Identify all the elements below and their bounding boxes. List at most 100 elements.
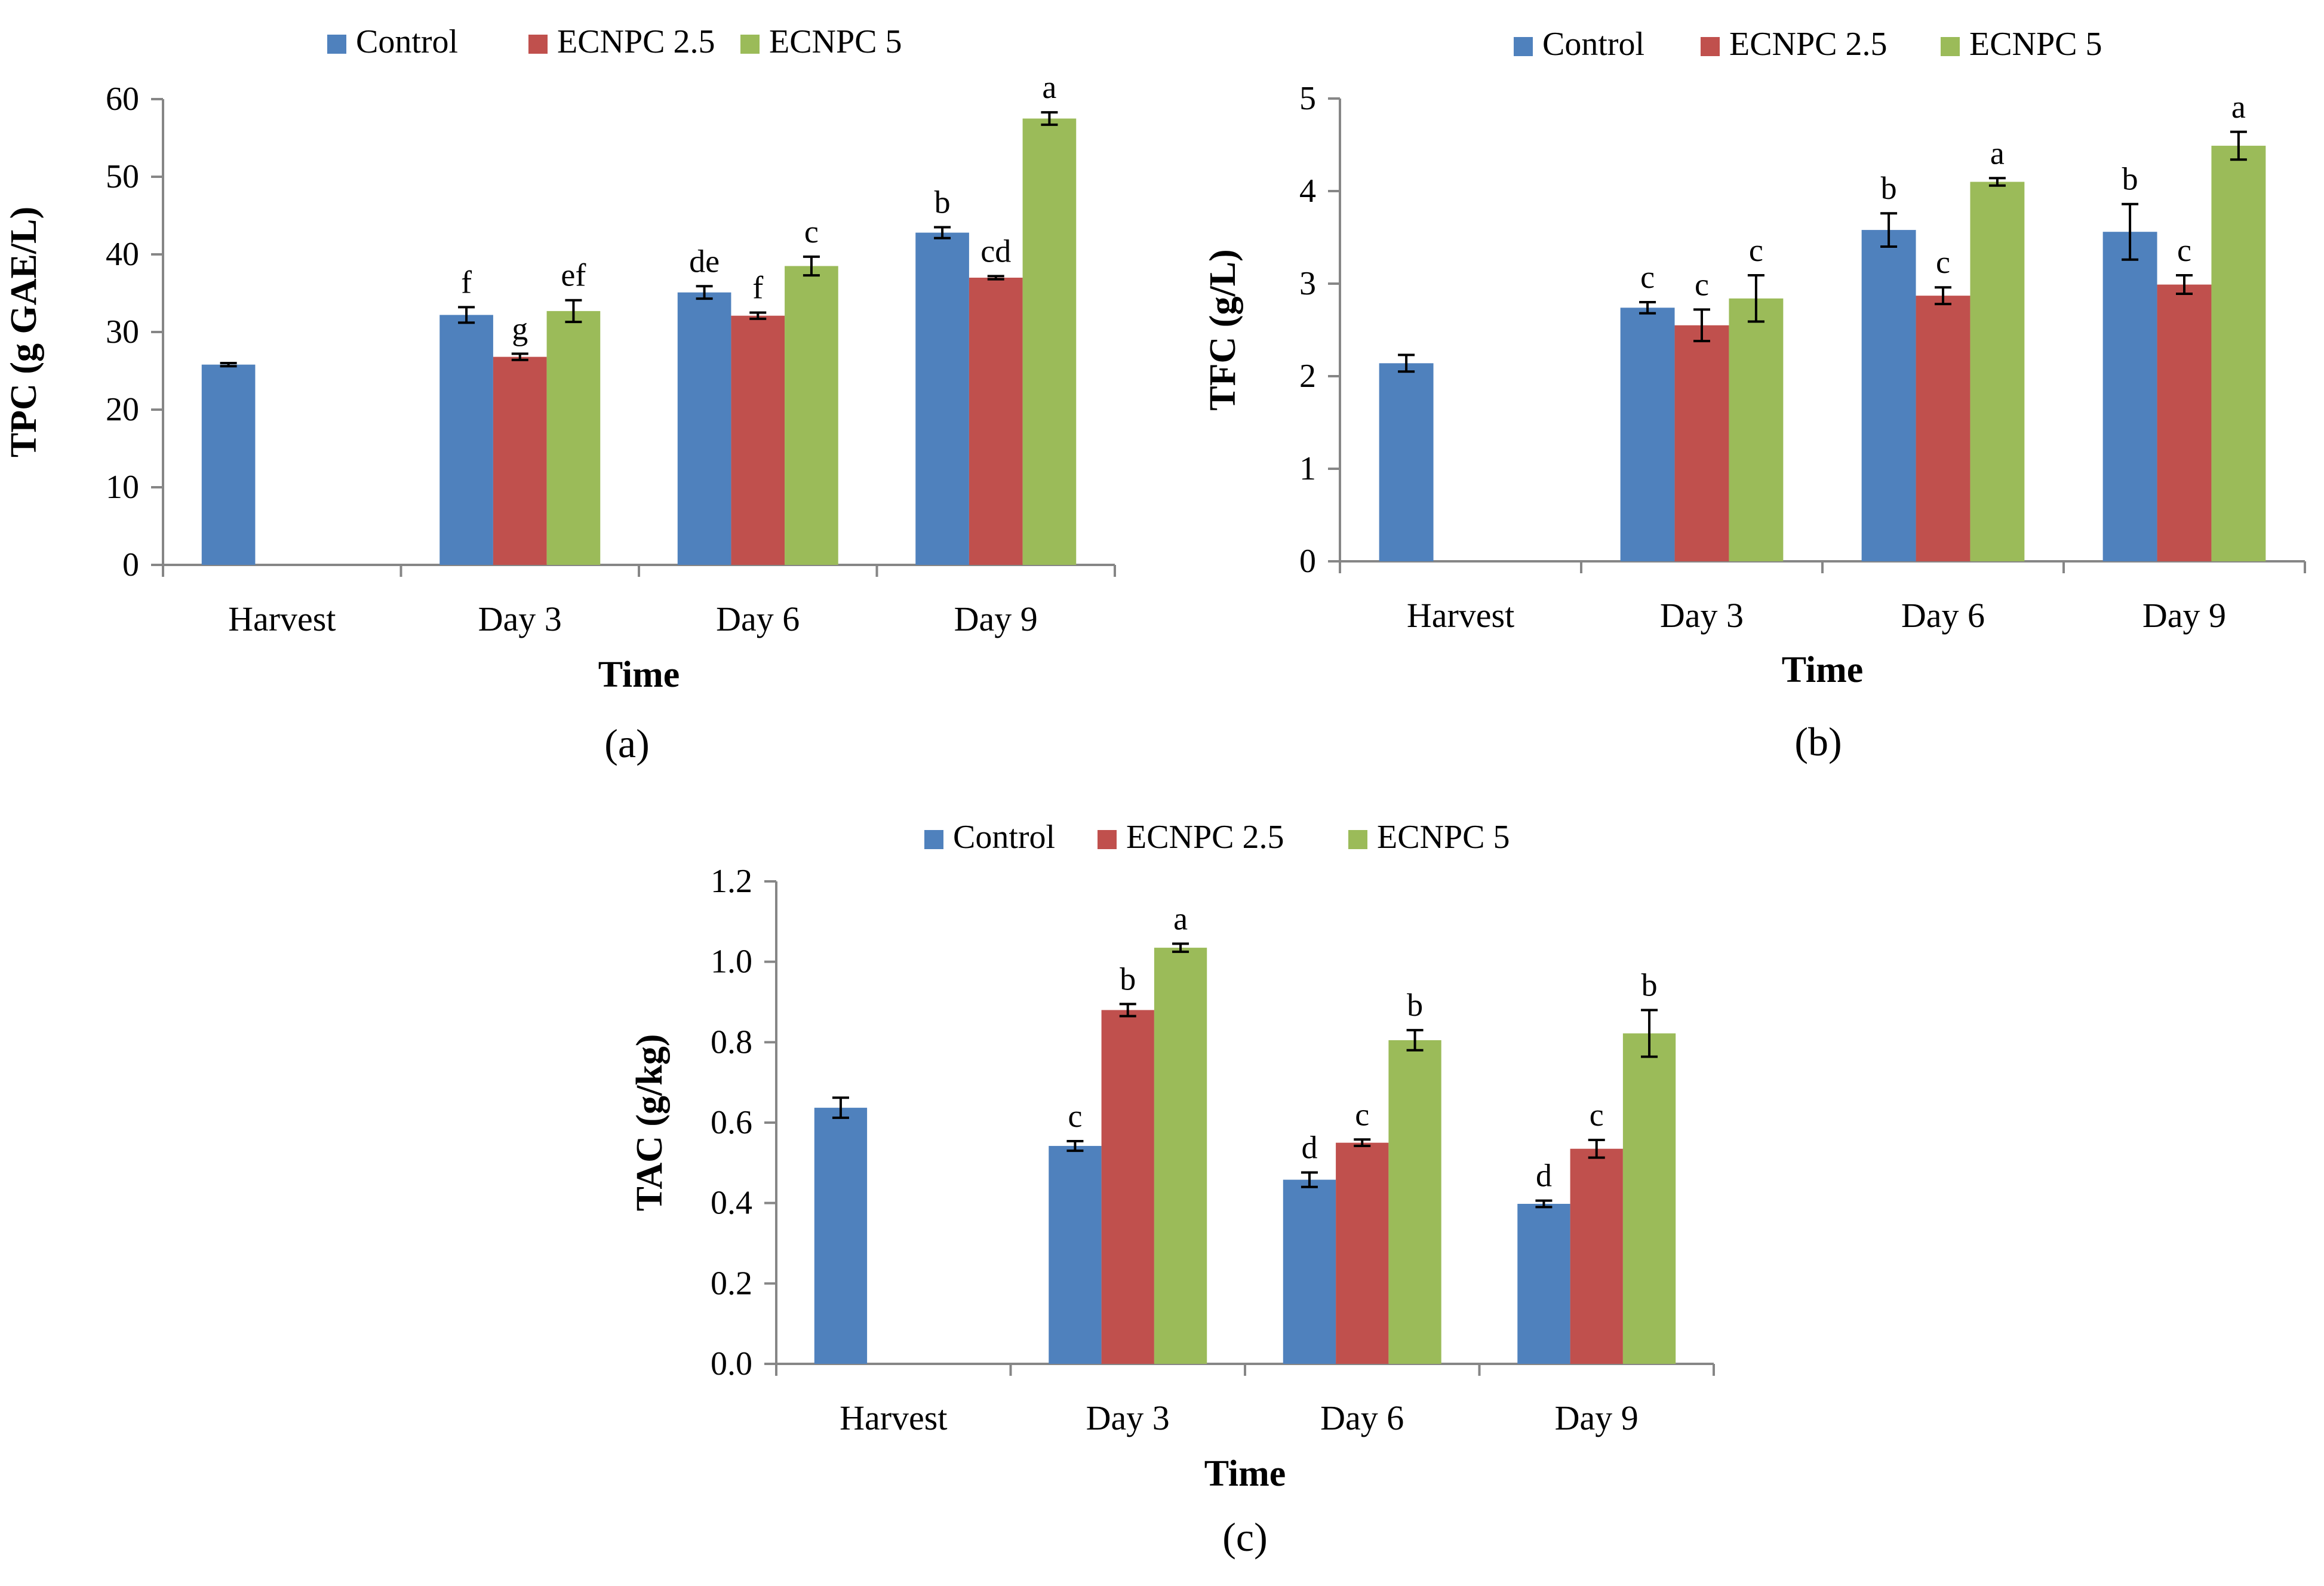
bar [1674, 325, 1729, 561]
legend-swatch [1348, 830, 1367, 849]
y-tick-label: 30 [106, 313, 139, 351]
significance-label: b [1407, 987, 1423, 1023]
bar [2211, 146, 2266, 562]
legend-label: ECNPC 5 [1377, 819, 1510, 856]
bar [2102, 232, 2157, 561]
y-tick-label: 2 [1299, 358, 1316, 395]
bar [785, 266, 838, 565]
x-tick-label: Day 3 [1086, 1398, 1170, 1437]
significance-label: d [1536, 1158, 1552, 1194]
x-tick-label: Day 9 [2142, 596, 2226, 635]
bar [915, 232, 969, 565]
significance-label: c [1068, 1098, 1082, 1134]
significance-label: cd [980, 233, 1011, 269]
legend-label: ECNPC 5 [769, 23, 902, 60]
bar [1570, 1148, 1623, 1364]
bar [1916, 296, 1971, 561]
x-tick-label: Day 9 [1555, 1398, 1639, 1437]
panel-label: (b) [1794, 719, 1842, 764]
bar [1101, 1010, 1154, 1364]
legend-label: Control [953, 819, 1055, 856]
significance-label: c [1936, 244, 1950, 280]
x-axis-title: Time [598, 654, 680, 695]
bar [1022, 118, 1077, 565]
bar [1049, 1146, 1102, 1364]
bar [1729, 298, 1784, 561]
y-tick-label: 0.2 [711, 1265, 752, 1302]
x-tick-label: Day 6 [1320, 1398, 1404, 1437]
bar [1379, 363, 1434, 561]
panel-label: (a) [604, 721, 649, 766]
y-tick-label: 10 [106, 469, 139, 506]
y-tick-label: 5 [1299, 80, 1316, 117]
bar [1336, 1142, 1389, 1364]
x-tick-label: Day 6 [1901, 596, 1985, 635]
significance-label: d [1301, 1129, 1317, 1165]
x-tick-label: Harvest [1407, 596, 1514, 635]
significance-label: g [512, 311, 528, 346]
y-tick-label: 0.6 [711, 1104, 752, 1141]
significance-label: a [2231, 89, 2246, 125]
legend-swatch [1098, 830, 1117, 849]
y-tick-label: 0.4 [711, 1185, 752, 1222]
significance-label: a [1042, 69, 1056, 105]
y-tick-label: 0 [122, 546, 139, 583]
y-tick-label: 1 [1299, 450, 1316, 487]
y-tick-label: 3 [1299, 265, 1316, 302]
bar [1620, 308, 1675, 561]
bar [731, 315, 785, 565]
legend-swatch [1701, 37, 1720, 56]
x-tick-label: Day 9 [954, 600, 1038, 638]
bar [1283, 1179, 1336, 1364]
y-tick-label: 50 [106, 158, 139, 195]
y-tick-label: 0.8 [711, 1023, 752, 1061]
y-axis-title: TAC (g/kg) [629, 1034, 670, 1212]
legend-label: Control [356, 23, 458, 60]
legend-label: ECNPC 2.5 [1126, 819, 1284, 856]
significance-label: c [2177, 232, 2191, 268]
legend-swatch [740, 35, 760, 54]
legend-label: ECNPC 2.5 [1729, 26, 1888, 63]
bar [493, 356, 547, 565]
x-tick-label: Harvest [840, 1398, 947, 1437]
significance-label: f [752, 270, 763, 306]
x-axis-title: Time [1204, 1453, 1286, 1494]
bar [1154, 948, 1207, 1364]
significance-label: b [1120, 961, 1136, 997]
significance-label: a [1990, 135, 2005, 171]
significance-label: de [689, 243, 720, 279]
bar [1970, 182, 2025, 561]
y-axis-title: TPC (g GAE/L) [4, 207, 44, 457]
significance-label: b [1641, 967, 1658, 1003]
bar [1517, 1204, 1570, 1364]
significance-label: c [1695, 266, 1709, 302]
x-axis-title: Time [1782, 650, 1864, 690]
significance-label: ef [561, 257, 586, 293]
bar [677, 292, 731, 565]
significance-label: c [804, 214, 819, 250]
significance-label: c [1590, 1097, 1604, 1133]
significance-label: b [2122, 161, 2138, 197]
y-tick-label: 1.0 [711, 943, 752, 981]
significance-label: c [1640, 259, 1655, 295]
chart-b-tfc: 0 1 2 3 4 5 Harvest Day 3 Day 6 Day 9 c b b c c c c a a Con… [1203, 26, 2306, 764]
y-tick-label: 0.0 [711, 1345, 752, 1382]
panel-label: (c) [1222, 1514, 1267, 1560]
x-tick-label: Day 6 [716, 600, 800, 638]
significance-label: b [1881, 170, 1897, 206]
bar [546, 311, 601, 565]
bar [1388, 1040, 1441, 1364]
significance-label: b [934, 185, 951, 220]
significance-label: c [1355, 1096, 1369, 1132]
bar [814, 1108, 868, 1364]
significance-label: a [1173, 900, 1188, 936]
legend-label: ECNPC 5 [1969, 26, 2102, 63]
y-tick-label: 1.2 [711, 863, 752, 900]
bar [2157, 284, 2212, 561]
legend-swatch [924, 830, 943, 849]
y-tick-label: 20 [106, 391, 139, 428]
significance-label: f [461, 264, 472, 300]
bar [439, 315, 493, 565]
